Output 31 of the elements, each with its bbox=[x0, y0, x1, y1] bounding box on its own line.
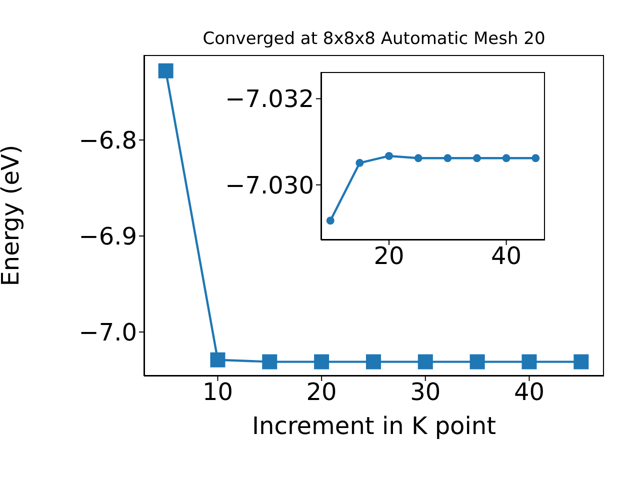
y-axis-title: Energy (eV) bbox=[0, 144, 25, 286]
point bbox=[444, 154, 452, 162]
x-tick-label: 20 bbox=[306, 378, 337, 406]
y-tick-label: −6.9 bbox=[78, 222, 137, 251]
point bbox=[314, 354, 330, 370]
x-tick-label: 30 bbox=[410, 378, 441, 406]
point bbox=[158, 63, 174, 78]
x-tick-label: 40 bbox=[491, 242, 522, 270]
x-axis-title: Increment in K point bbox=[252, 412, 496, 440]
chart-title: Converged at 8x8x8 Automatic Mesh 20 bbox=[202, 29, 546, 49]
point bbox=[502, 154, 510, 162]
point bbox=[414, 154, 422, 162]
point bbox=[262, 354, 278, 370]
y-tick-label: −7.0 bbox=[78, 318, 137, 347]
point bbox=[574, 354, 589, 370]
y-tick-label: −6.8 bbox=[78, 126, 137, 154]
point bbox=[532, 154, 540, 162]
x-tick-label: 20 bbox=[374, 242, 404, 270]
point bbox=[366, 354, 381, 370]
point bbox=[470, 354, 485, 370]
point bbox=[326, 216, 334, 225]
point bbox=[472, 154, 481, 162]
point bbox=[522, 354, 537, 370]
point bbox=[356, 158, 364, 167]
x-tick-label: 40 bbox=[514, 378, 545, 406]
point bbox=[210, 352, 226, 368]
y-tick-label: −7.032 bbox=[225, 85, 314, 114]
point bbox=[418, 354, 433, 370]
y-tick-label: −7.030 bbox=[225, 171, 314, 200]
point bbox=[385, 152, 394, 160]
x-tick-label: 10 bbox=[202, 378, 233, 406]
